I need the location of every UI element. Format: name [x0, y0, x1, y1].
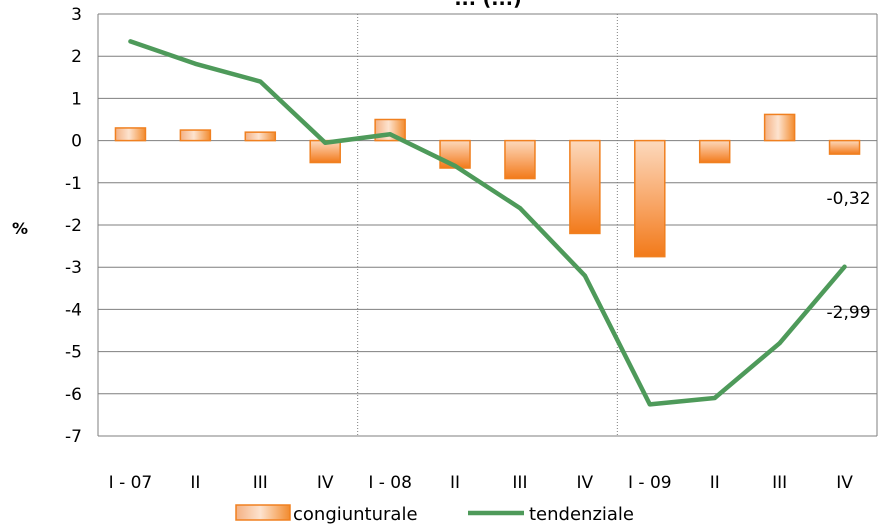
- chart-title: ... (...): [454, 0, 521, 10]
- line-path: [128, 39, 847, 407]
- line-point: [582, 273, 587, 278]
- line-point: [517, 206, 522, 211]
- x-ticks: I - 07 II III IV I - 08 II III IV I - 09 II III IV: [109, 473, 854, 493]
- line-point: [128, 39, 133, 44]
- bar: [569, 139, 601, 235]
- x-tick-label: IV: [317, 473, 334, 493]
- bar: [114, 127, 147, 142]
- x-tick-label: II: [190, 473, 200, 493]
- y-ticks: 3 2 1 0 -1 -2 -3 -4 -5 -6 -7: [65, 5, 82, 447]
- bar: [634, 139, 666, 258]
- y-tick-label: -4: [65, 300, 82, 320]
- x-tick-label: I - 09: [628, 473, 672, 493]
- data-label: -2,99: [827, 303, 871, 323]
- x-tick-label: I - 08: [368, 473, 412, 493]
- line-point: [323, 140, 328, 145]
- line-point: [453, 163, 458, 168]
- bar: [698, 139, 731, 164]
- y-tick-label: -7: [65, 427, 82, 447]
- line-point: [842, 264, 847, 269]
- line-point: [388, 132, 393, 137]
- x-tick-label: II: [450, 473, 460, 493]
- line-point: [647, 402, 652, 407]
- x-tick-label: IV: [836, 473, 853, 493]
- x-tick-label: III: [253, 473, 268, 493]
- x-tick-label: II: [710, 473, 720, 493]
- y-tick-label: 2: [71, 47, 82, 67]
- data-labels: -0,32 -2,99: [827, 189, 871, 323]
- y-tick-label: 0: [71, 132, 82, 152]
- bar: [763, 113, 796, 142]
- y-tick-label: 3: [71, 5, 82, 25]
- bar: [504, 139, 536, 180]
- bar: [179, 129, 212, 142]
- y-tick-label: -5: [65, 343, 82, 363]
- x-tick-label: III: [512, 473, 527, 493]
- x-tick-label: III: [772, 473, 787, 493]
- line-point: [258, 79, 263, 84]
- y-tick-label: -1: [65, 174, 82, 194]
- line-point: [712, 396, 717, 401]
- legend-label-congiunturale: congiunturale: [293, 504, 418, 525]
- x-tick-label: I - 07: [109, 473, 153, 493]
- data-label: -0,32: [827, 189, 871, 209]
- legend: congiunturale tendenziale: [235, 504, 634, 525]
- y-tick-label: -3: [65, 258, 82, 278]
- legend-label-tendenziale: tendenziale: [529, 504, 634, 525]
- grid: [97, 13, 878, 437]
- bar: [828, 139, 861, 155]
- bars: [114, 113, 861, 258]
- line-point: [193, 61, 198, 66]
- y-tick-label: -2: [65, 216, 82, 236]
- bar: [244, 131, 277, 142]
- y-axis-label: %: [12, 219, 28, 238]
- line-series: [128, 39, 847, 407]
- y-tick-label: 1: [71, 89, 82, 109]
- x-tick-label: IV: [577, 473, 594, 493]
- line-point: [777, 341, 782, 346]
- y-tick-label: -6: [65, 385, 82, 405]
- legend-swatch-bar: [235, 504, 291, 521]
